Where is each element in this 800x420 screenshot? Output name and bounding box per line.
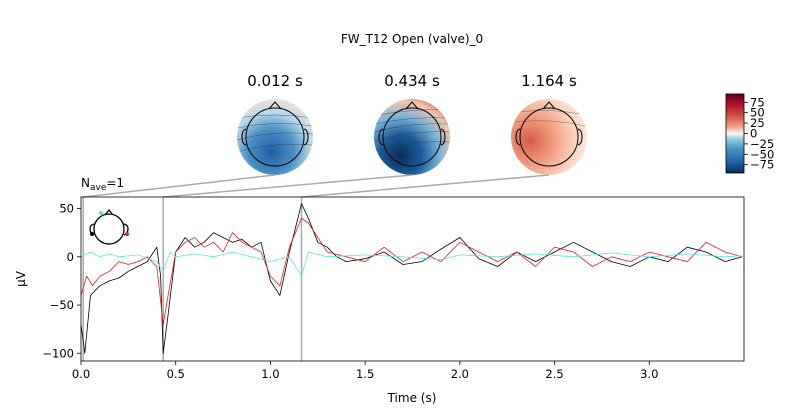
x-tick-label: 3.0 <box>640 367 658 381</box>
right-ear-icon <box>303 128 309 146</box>
nose-icon <box>268 101 282 110</box>
x-tick-label: 2.0 <box>451 367 469 381</box>
right-ear-icon <box>577 128 583 146</box>
x-tick-label: 1.5 <box>356 367 374 381</box>
topomap-connector-lines <box>83 174 550 198</box>
series-layer <box>81 203 743 354</box>
y-axis-ticks: 50 0 −50 −100 <box>42 202 81 360</box>
left-ear-icon <box>515 128 521 146</box>
inset-head-outline <box>93 213 125 245</box>
axes-frame <box>80 196 745 362</box>
nave-subscript: ave <box>90 183 107 193</box>
series-line <box>81 203 743 354</box>
sensor-layout-inset <box>89 208 129 245</box>
head-outline <box>245 107 305 167</box>
nose-icon <box>542 101 556 110</box>
head-outline <box>382 107 442 167</box>
topomap-field <box>237 99 313 175</box>
nave-value: =1 <box>106 176 124 190</box>
right-ear-icon <box>440 128 446 146</box>
topomap-0: 0.012 s <box>237 72 313 175</box>
sensor-cyan-dot <box>99 211 103 215</box>
colorbar-tick-label: −50 <box>750 147 774 161</box>
topomap-contours <box>514 110 586 127</box>
colorbar-tick-label: 0 <box>750 127 757 141</box>
topomap-field <box>511 99 587 175</box>
topomap-time-label: 0.434 s <box>384 72 440 90</box>
sensor-black-dot <box>90 232 94 236</box>
figure-title: FW_T12 Open (valve)_0 <box>341 32 483 46</box>
topomap-connector <box>83 174 276 198</box>
topomap-2: 1.164 s <box>511 72 587 175</box>
y-tick-label: −50 <box>50 298 74 312</box>
x-tick-label: 2.5 <box>545 367 563 381</box>
topomap-field <box>374 99 450 175</box>
topomap-connector <box>301 174 550 198</box>
nave-symbol: N <box>81 176 90 190</box>
x-tick-label: 0.0 <box>72 367 90 381</box>
colorbar-tick-label: 50 <box>750 106 765 120</box>
left-ear-icon <box>378 128 384 146</box>
left-ear-icon <box>241 128 247 146</box>
y-tick-label: −100 <box>42 346 74 360</box>
series-line <box>81 217 743 325</box>
colorbar-tick-label: 25 <box>750 116 765 130</box>
series-line <box>81 251 743 277</box>
colorbar-tick-label: −25 <box>750 137 774 151</box>
nave-label: Nave=1 <box>81 176 124 193</box>
x-axis-label: Time (s) <box>387 391 437 405</box>
topomap-time-label: 1.164 s <box>521 72 577 90</box>
x-tick-label: 1.0 <box>261 367 279 381</box>
y-tick-label: 50 <box>59 202 74 216</box>
colorbar-gradient <box>725 93 745 174</box>
topomap-time-label: 0.012 s <box>247 72 303 90</box>
time-markers <box>82 197 303 361</box>
head-outline <box>519 107 579 167</box>
y-tick-label: 0 <box>67 250 74 264</box>
x-axis-ticks: 0.0 0.5 1.0 1.5 2.0 2.5 3.0 <box>72 361 658 381</box>
sensor-red-dot <box>125 232 129 236</box>
inset-nose-icon <box>104 208 114 216</box>
y-axis-label: µV <box>14 270 28 287</box>
colorbar-tick-label: −75 <box>750 158 774 172</box>
colorbar-tick-label: 75 <box>750 95 765 109</box>
topomap-1: 0.434 s <box>374 72 450 175</box>
topomap-connector <box>163 174 413 198</box>
nose-icon <box>405 101 419 110</box>
plot-area: 0.0 0.5 1.0 1.5 2.0 2.5 3.0 50 0 −50 −100 Time (s… <box>14 196 745 405</box>
x-tick-label: 0.5 <box>167 367 185 381</box>
